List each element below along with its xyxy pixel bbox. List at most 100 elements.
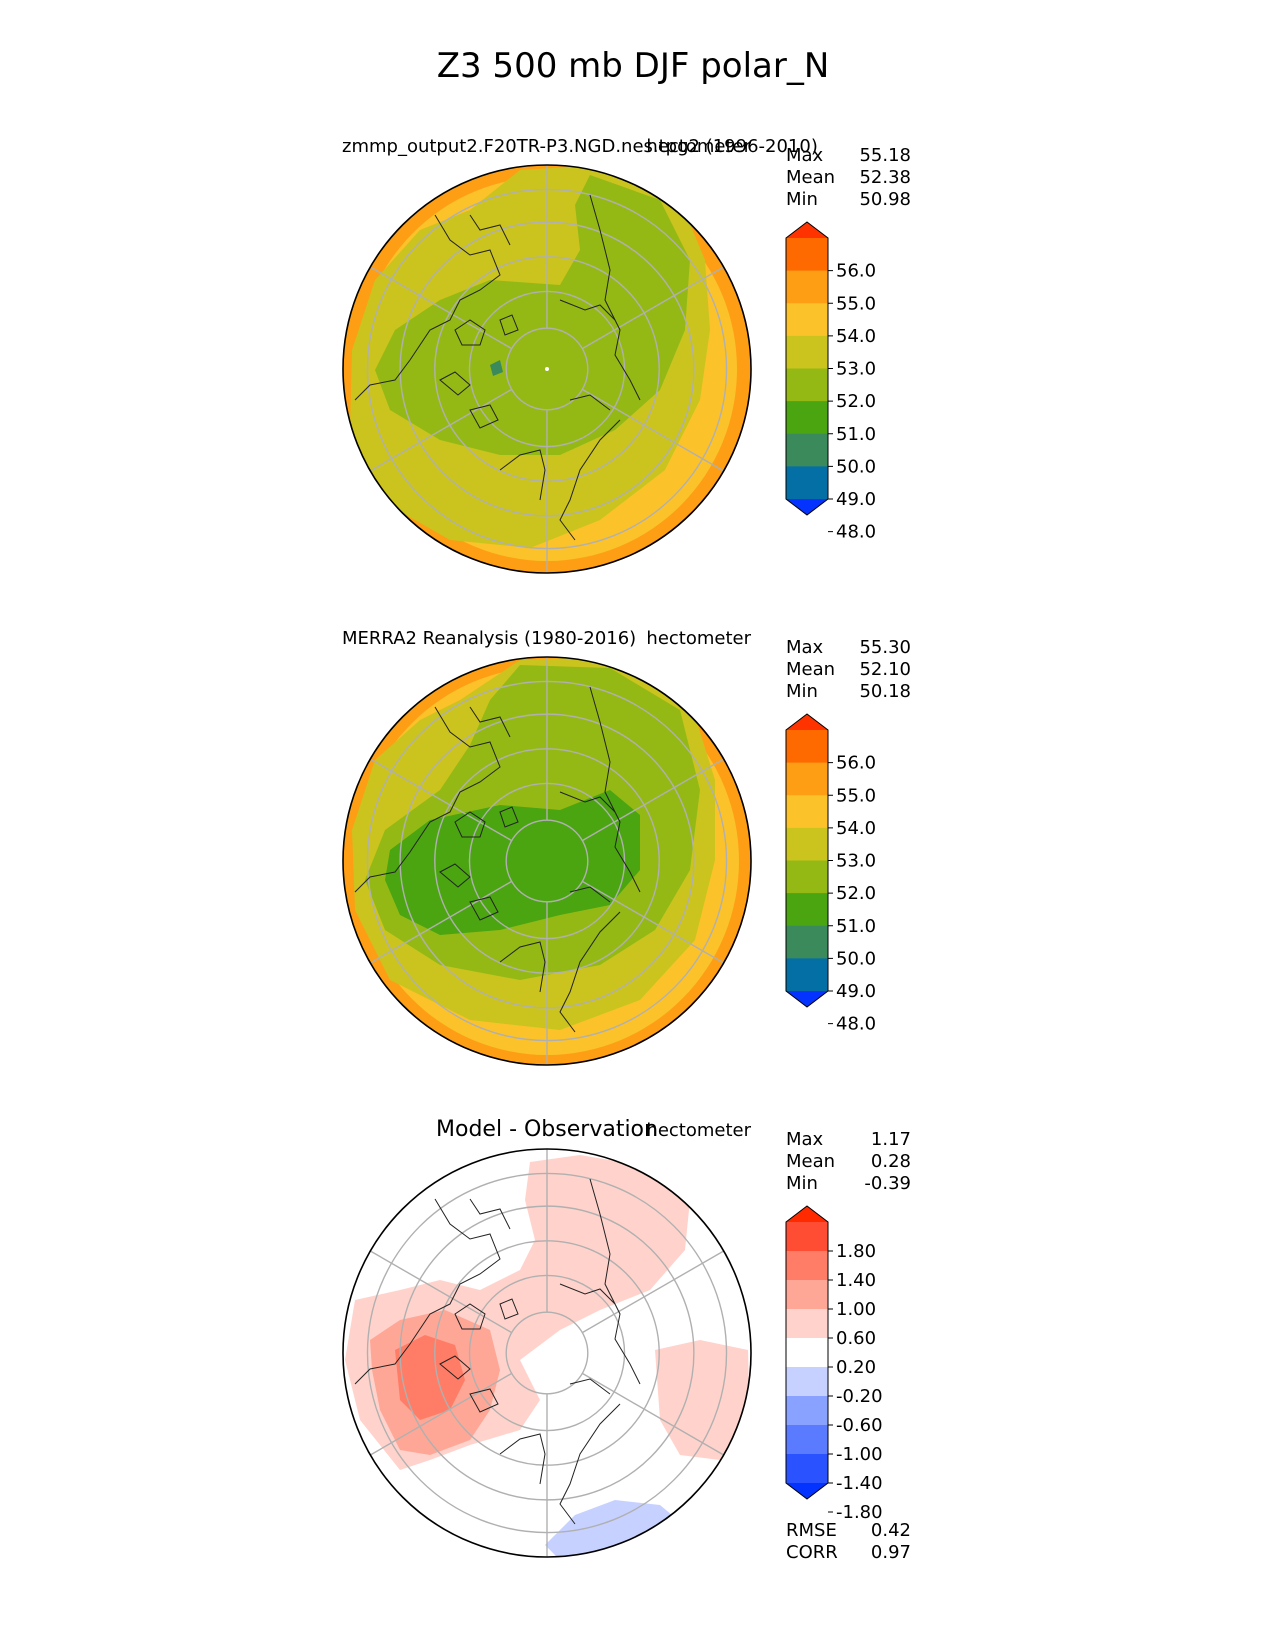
coastline <box>454 319 486 346</box>
colorbar-tick-label: 53.0 <box>836 851 876 872</box>
stat-value: 0.28 <box>871 1151 911 1172</box>
colorbar-tick-label: 56.0 <box>836 753 876 774</box>
stat-label: Min <box>786 1173 818 1194</box>
coastline <box>569 886 611 903</box>
meridian-line <box>369 1372 513 1456</box>
colorbar-bin <box>786 368 828 402</box>
coastline <box>354 214 501 401</box>
colorbar-bin <box>786 827 828 861</box>
colorbar-bin <box>786 1454 828 1484</box>
pole-marker <box>545 367 549 371</box>
units-label: hectometer <box>646 136 751 157</box>
contour-band-51 <box>385 790 640 935</box>
stat-label: Mean <box>786 167 835 188</box>
colorbar-tick-label: -1.00 <box>836 1444 883 1465</box>
coastline <box>559 791 616 813</box>
coastline <box>469 214 511 246</box>
graticule <box>366 165 728 573</box>
polar-map <box>343 657 751 1065</box>
colorbar-tick-label: 54.0 <box>836 326 876 347</box>
colorbar-bin <box>786 270 828 304</box>
colorbar-extend-bottom <box>786 499 828 515</box>
stats-block: Max 1.17 Mean 0.28 Min -0.39 <box>786 1129 911 1194</box>
coastline <box>469 404 499 429</box>
coastline <box>589 1178 641 1385</box>
meridian-line <box>581 1250 725 1334</box>
stat-value: 50.18 <box>859 681 911 702</box>
coastlines <box>354 1178 641 1525</box>
metric-label: CORR <box>786 1542 838 1563</box>
metrics-block: RMSE 0.42 CORR 0.97 <box>786 1520 911 1563</box>
meridian-line <box>581 388 725 472</box>
colorbar-bin <box>786 730 828 764</box>
colorbar-bin <box>786 925 828 959</box>
stat-value: -0.39 <box>864 1173 911 1194</box>
stat-value: 52.10 <box>859 659 911 680</box>
colorbar: 1.80 1.40 1.00 0.60 0.20 -0.20 -0.60 -1.00 -1.40… <box>785 1205 883 1523</box>
colorbar-bin <box>786 958 828 992</box>
colorbar-tick-label: 53.0 <box>836 359 876 380</box>
graticule <box>366 1149 728 1557</box>
contour-band-50 <box>490 360 503 376</box>
colorbar-tick-label: 55.0 <box>836 785 876 806</box>
coastline <box>499 806 519 828</box>
colorbar-bin <box>786 1396 828 1426</box>
coastline <box>569 1378 611 1395</box>
colorbar-tick-label: -0.60 <box>836 1415 883 1436</box>
units-label: hectometer <box>646 1120 751 1141</box>
map-boundary <box>342 656 752 1066</box>
meridian-line <box>369 1250 513 1334</box>
coastline <box>439 1355 471 1380</box>
colorbar-bin <box>786 1309 828 1339</box>
colorbar: 56.0 55.0 54.0 53.0 52.0 51.0 50.0 49.0 48.0 <box>785 221 876 543</box>
meridian-line <box>369 388 513 472</box>
coastline <box>589 686 641 893</box>
metric-value: 0.42 <box>871 1520 911 1541</box>
colorbar-bin <box>786 303 828 337</box>
stat-label: Max <box>786 145 824 166</box>
polar-map <box>343 1149 751 1557</box>
coastlines <box>354 686 641 1033</box>
colorbar-extend-bottom <box>786 1483 828 1499</box>
contour-band-52 <box>375 175 690 455</box>
colorbar-tick-label: 51.0 <box>836 916 876 937</box>
polar-map <box>343 165 751 573</box>
diff-band-1.0-1.4 <box>395 1335 465 1420</box>
colorbar-tick-label: 55.0 <box>836 293 876 314</box>
panel-title: zmmp_output2.F20TR-P3.NGD.nes.tpg2 (1996… <box>342 136 818 157</box>
meridian-line <box>581 266 725 350</box>
meridian-line <box>581 1372 725 1456</box>
colorbar-bin <box>786 1425 828 1455</box>
colorbar-bin <box>786 1222 828 1252</box>
meridian-line <box>581 880 725 964</box>
colorbar-bin <box>786 1251 828 1281</box>
colorbar-tick-label: 49.0 <box>836 489 876 510</box>
coastline <box>589 194 641 401</box>
colorbar-bin <box>786 335 828 369</box>
colorbar-bin <box>786 795 828 829</box>
stat-label: Max <box>786 637 824 658</box>
stat-value: 50.98 <box>859 189 911 210</box>
coastline <box>454 1303 486 1330</box>
map-boundary <box>342 164 752 574</box>
stat-label: Min <box>786 189 818 210</box>
colorbar-tick-label: 52.0 <box>836 883 876 904</box>
stat-label: Min <box>786 681 818 702</box>
coastline <box>559 419 621 541</box>
meridian-line <box>369 266 513 350</box>
stat-value: 1.17 <box>871 1129 911 1150</box>
panel-title: MERRA2 Reanalysis (1980-2016) <box>342 628 636 649</box>
coastline <box>439 371 471 396</box>
colorbar-tick-label: 50.0 <box>836 456 876 477</box>
colorbar-extend-bottom <box>786 991 828 1007</box>
stats-block: Max 55.18 Mean 52.38 Min 50.98 <box>786 145 911 210</box>
colorbar-bin <box>786 466 828 500</box>
colorbar-bin <box>786 893 828 927</box>
panel-difference: Model - Observation hectometer Max 1.17 … <box>342 1117 911 1563</box>
coastline <box>499 449 546 501</box>
colorbar-bin <box>786 1367 828 1397</box>
colorbar-tick-label: -1.40 <box>836 1473 883 1494</box>
coastline <box>354 1198 501 1385</box>
meridian-line <box>581 758 725 842</box>
